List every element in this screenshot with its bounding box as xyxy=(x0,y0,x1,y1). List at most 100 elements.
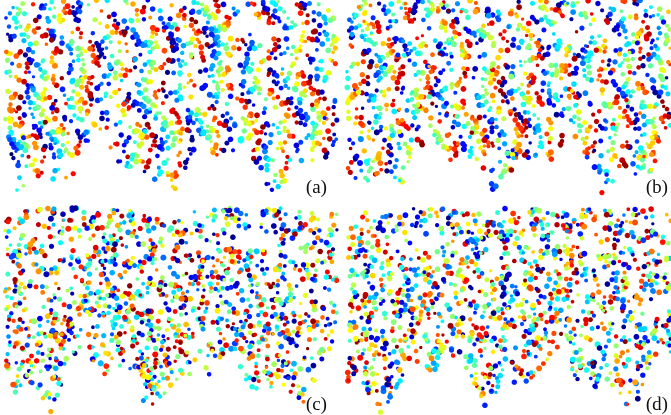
phase-dot xyxy=(150,102,156,108)
phase-dot xyxy=(345,370,351,376)
phase-dot xyxy=(41,60,45,64)
phase-dot xyxy=(632,379,638,385)
phase-dot xyxy=(493,183,499,189)
phase-dot xyxy=(205,35,208,38)
phase-dot xyxy=(547,45,551,49)
phase-dot xyxy=(265,267,269,271)
phase-dot xyxy=(436,43,442,49)
phase-dot xyxy=(226,83,231,88)
phase-dot xyxy=(472,66,478,72)
phase-dot xyxy=(542,252,546,256)
phase-dot xyxy=(530,265,533,268)
phase-dot xyxy=(110,287,114,291)
phase-dot xyxy=(644,36,649,41)
phase-dot xyxy=(371,97,377,103)
phase-dot xyxy=(517,216,520,219)
phase-dot xyxy=(43,271,49,277)
phase-dot xyxy=(642,155,645,158)
phase-dot xyxy=(257,348,261,352)
phase-dot xyxy=(312,125,317,130)
phase-dot xyxy=(628,14,633,19)
phase-dot xyxy=(283,323,287,327)
phase-dot xyxy=(131,256,135,260)
phase-dot xyxy=(163,391,167,395)
phase-dot xyxy=(254,12,258,16)
phase-dot xyxy=(185,272,189,276)
phase-dot xyxy=(297,226,302,231)
phase-dot xyxy=(174,173,179,178)
phase-dot xyxy=(418,296,423,301)
phase-dot xyxy=(115,340,121,346)
phase-dot xyxy=(412,61,417,66)
phase-dot xyxy=(155,217,160,222)
phase-dot xyxy=(465,15,471,21)
phase-dot xyxy=(87,46,93,52)
phase-dot xyxy=(481,33,487,39)
phase-dot xyxy=(57,287,60,290)
phase-dot xyxy=(322,137,325,140)
phase-dot xyxy=(131,103,136,108)
phase-dot xyxy=(484,91,489,96)
phase-dot xyxy=(635,361,639,365)
phase-dot xyxy=(594,48,599,53)
phase-dot xyxy=(322,96,327,101)
phase-dot xyxy=(255,147,260,152)
phase-dot xyxy=(32,124,35,127)
phase-dot xyxy=(666,241,671,246)
phase-dot xyxy=(450,55,454,59)
phase-dot xyxy=(24,327,28,331)
phase-dot xyxy=(277,244,281,248)
phase-dot xyxy=(294,105,298,109)
phase-dot xyxy=(489,117,494,122)
phase-dot xyxy=(242,336,246,340)
phase-dot xyxy=(241,79,247,85)
phase-dot xyxy=(415,127,419,131)
phase-dot xyxy=(114,123,118,127)
phase-dot xyxy=(163,353,168,358)
phase-dot xyxy=(452,232,456,236)
phase-dot xyxy=(626,117,631,122)
phase-dot xyxy=(25,90,30,95)
phase-dot xyxy=(158,309,164,315)
phase-dot xyxy=(419,142,425,148)
phase-dot xyxy=(53,296,57,300)
phase-dot xyxy=(524,60,527,63)
phase-dot xyxy=(550,230,554,234)
phase-dot xyxy=(652,79,657,84)
phase-dot xyxy=(600,79,604,83)
phase-dot xyxy=(367,64,373,70)
phase-dot xyxy=(40,74,45,79)
phase-dot xyxy=(48,234,53,239)
phase-dot xyxy=(177,334,181,338)
phase-dot xyxy=(636,390,640,394)
phase-dot xyxy=(181,59,184,62)
phase-dot xyxy=(135,122,139,126)
phase-dot xyxy=(445,242,450,247)
phase-dot xyxy=(636,267,640,271)
phase-dot xyxy=(285,155,289,159)
phase-dot xyxy=(152,387,156,391)
phase-dot xyxy=(187,328,190,331)
phase-dot xyxy=(185,127,191,133)
phase-dot xyxy=(506,307,509,310)
phase-dot xyxy=(314,103,319,108)
phase-dot xyxy=(255,264,259,268)
phase-dot xyxy=(435,105,438,108)
phase-dot xyxy=(107,214,112,219)
phase-dot xyxy=(37,207,43,213)
phase-dot xyxy=(161,160,167,166)
phase-dot xyxy=(296,148,300,152)
phase-dot xyxy=(215,84,219,88)
phase-dot xyxy=(105,126,109,130)
phase-dot xyxy=(519,302,524,307)
phase-dot xyxy=(548,301,553,306)
phase-dot xyxy=(315,323,319,327)
phase-dot xyxy=(202,112,208,118)
phase-dot xyxy=(263,312,269,318)
phase-dot xyxy=(406,345,410,349)
phase-dot xyxy=(291,383,295,387)
phase-dot xyxy=(326,70,332,76)
phase-dot xyxy=(474,303,480,309)
phase-dot xyxy=(46,367,50,371)
phase-dot xyxy=(264,97,268,101)
